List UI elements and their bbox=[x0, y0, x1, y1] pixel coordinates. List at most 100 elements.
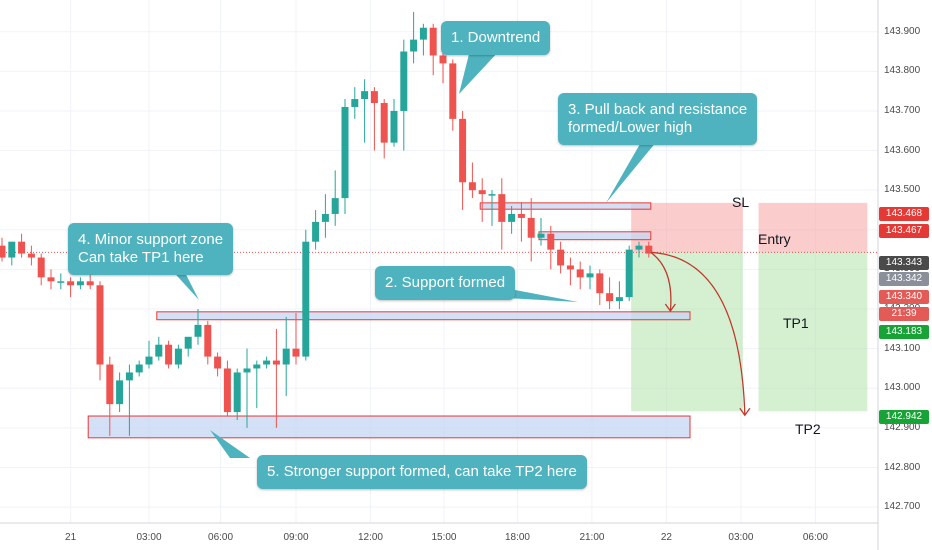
candle-body bbox=[370, 91, 378, 104]
tp2-zone bbox=[87, 415, 691, 439]
candle-body bbox=[223, 368, 231, 413]
candle-body bbox=[18, 241, 26, 254]
x-tick-label: 18:00 bbox=[504, 532, 530, 543]
candle-body bbox=[165, 344, 173, 365]
y-tick-label: 143.600 bbox=[884, 144, 921, 156]
x-tick-label: 21:00 bbox=[579, 532, 605, 543]
callout-support-formed-line-1: 2. Support formed bbox=[385, 274, 506, 291]
position-layer bbox=[0, 202, 878, 412]
candle-body bbox=[233, 372, 241, 413]
candle-body bbox=[517, 213, 525, 218]
y-tick-label: 143.900 bbox=[884, 25, 921, 37]
x-tick-label: 03:00 bbox=[728, 532, 754, 543]
candle-body bbox=[615, 297, 623, 302]
arrow-to-tp2-head bbox=[739, 407, 751, 417]
candle-body bbox=[351, 99, 359, 107]
price-tag-stop: 143.468 bbox=[879, 207, 929, 221]
candle-body bbox=[302, 241, 310, 357]
callout-downtrend-line-1: 1. Downtrend bbox=[451, 29, 541, 46]
candle-body bbox=[498, 194, 506, 222]
candle-body bbox=[508, 213, 516, 222]
candle-body bbox=[410, 39, 418, 52]
candle-body bbox=[67, 281, 75, 286]
candle-body bbox=[106, 364, 114, 405]
sl-zone bbox=[479, 202, 652, 210]
candle-body bbox=[86, 281, 94, 286]
candle-body bbox=[57, 281, 65, 283]
candle-body bbox=[331, 198, 339, 214]
candle-body bbox=[468, 182, 476, 191]
candle-body bbox=[606, 293, 614, 302]
candle-body bbox=[116, 380, 124, 405]
candle-body bbox=[645, 245, 653, 254]
candle-body bbox=[625, 249, 633, 298]
candle-body bbox=[27, 253, 35, 258]
callout-minor-support: 4. Minor support zone Can take TP1 here bbox=[68, 223, 234, 275]
candle-body bbox=[596, 273, 604, 294]
candle-body bbox=[419, 27, 427, 40]
callout-pullback-line-2: formed/Lower high bbox=[568, 119, 693, 136]
callout-stronger-support: 5. Stronger support formed, can take TP2… bbox=[257, 455, 587, 489]
callout-pointer-3 bbox=[606, 130, 666, 203]
candle-body bbox=[8, 241, 16, 258]
y-tick-label: 142.900 bbox=[884, 421, 921, 433]
arrow-to-tp1-head bbox=[664, 303, 676, 313]
candle-body bbox=[253, 364, 261, 369]
candle-body bbox=[400, 51, 408, 111]
x-tick-label: 21 bbox=[65, 532, 77, 543]
candle-body bbox=[282, 348, 290, 365]
arrow-layer bbox=[650, 251, 751, 417]
candle-body bbox=[380, 103, 388, 143]
y-tick-label: 142.800 bbox=[884, 461, 921, 473]
candle-body bbox=[145, 356, 153, 365]
resistance-zone bbox=[538, 231, 652, 241]
y-tick-label: 142.700 bbox=[884, 501, 921, 513]
candle-body bbox=[439, 55, 447, 64]
candle-body bbox=[361, 91, 369, 100]
candle-body bbox=[429, 27, 437, 56]
candle-body bbox=[0, 245, 6, 258]
candle-body bbox=[449, 63, 457, 119]
candle-body bbox=[527, 217, 535, 238]
candle-body bbox=[321, 213, 329, 222]
arrow-to-tp2 bbox=[650, 251, 746, 416]
price-tag-stop: 143.467 bbox=[879, 224, 929, 238]
x-tick-label: 03:00 bbox=[136, 532, 162, 543]
position-left-target-box bbox=[631, 252, 743, 412]
tp1-label: TP1 bbox=[783, 315, 809, 331]
y-tick-label: 143.100 bbox=[884, 342, 921, 354]
x-tick-label: 22 bbox=[660, 532, 672, 543]
tp2-label: TP2 bbox=[795, 421, 821, 437]
candle-body bbox=[194, 324, 202, 337]
candle-body bbox=[635, 245, 643, 250]
candle-body bbox=[390, 110, 398, 143]
candle-body bbox=[96, 285, 104, 365]
callout-pointer-5 bbox=[210, 430, 250, 458]
x-tick-label: 09:00 bbox=[283, 532, 309, 543]
candle-body bbox=[488, 194, 496, 196]
callout-pointer-1 bbox=[459, 50, 500, 94]
candle-body bbox=[292, 348, 300, 357]
candle-body bbox=[214, 356, 222, 369]
candle-body bbox=[576, 269, 584, 278]
candle-body bbox=[263, 360, 271, 365]
position-right-stop-box bbox=[758, 202, 868, 253]
price-tag-target: 143.183 bbox=[879, 325, 929, 339]
candle-body bbox=[478, 190, 486, 195]
candle-body bbox=[76, 281, 84, 286]
position-right-target-box bbox=[758, 252, 868, 412]
callout-support-formed: 2. Support formed bbox=[375, 266, 516, 300]
candle-layer bbox=[0, 11, 653, 436]
candle-body bbox=[135, 364, 143, 373]
candle-body bbox=[566, 265, 574, 270]
callout-stronger-support-line-1: 5. Stronger support formed, can take TP2… bbox=[267, 463, 577, 480]
x-tick-label: 06:00 bbox=[208, 532, 234, 543]
candle-body bbox=[557, 249, 565, 266]
price-tag-neutral: 143.342 bbox=[879, 272, 929, 286]
candle-body bbox=[204, 324, 212, 357]
candle-body bbox=[341, 106, 349, 199]
entry-label: Entry bbox=[758, 231, 791, 247]
candle-body bbox=[586, 273, 594, 278]
